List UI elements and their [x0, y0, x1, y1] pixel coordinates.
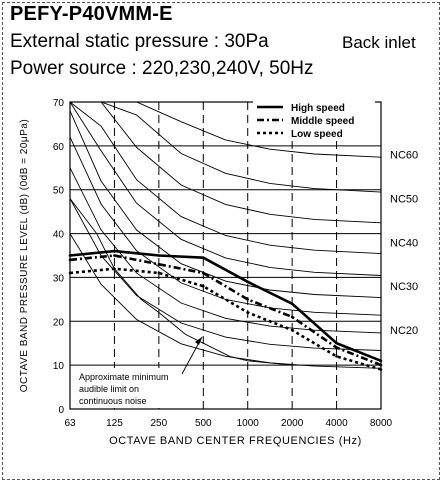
- inlet-text: Back inlet: [342, 33, 416, 52]
- model-title: PEFY-P40VMM-E: [10, 3, 173, 25]
- x-tick-label: 125: [106, 418, 123, 429]
- series-point: [379, 359, 383, 363]
- x-tick-label: 250: [151, 418, 168, 429]
- nc-curve: [69, 233, 382, 369]
- series-line: [69, 254, 382, 367]
- annotation-text: audible limit on: [79, 384, 139, 394]
- y-axis-label: OCTAVE BAND PRESSURE LEVEL (dB) (0dB = 2…: [19, 119, 30, 392]
- series-point: [246, 311, 250, 314]
- y-tick-label: 60: [53, 142, 65, 153]
- audible-limit-curve: [69, 198, 293, 366]
- y-tick-label: 70: [53, 98, 65, 109]
- series-point: [113, 249, 116, 253]
- x-tick-label: 8000: [370, 418, 393, 429]
- series-point: [290, 315, 294, 319]
- nc-label: NC40: [390, 237, 418, 249]
- legend-label: Middle speed: [291, 116, 354, 127]
- y-tick-label: 30: [53, 273, 65, 284]
- y-tick-label: 50: [53, 186, 65, 197]
- nc-curve: [70, 101, 382, 193]
- x-tick-label: 500: [195, 418, 212, 429]
- nc-label: NC20: [390, 325, 418, 337]
- series-point: [246, 280, 250, 284]
- series-point: [157, 254, 161, 257]
- series-point: [201, 284, 205, 288]
- series-point: [68, 254, 72, 257]
- series-point: [379, 363, 383, 367]
- x-tick-label: 1000: [237, 418, 260, 429]
- series-point: [335, 355, 338, 358]
- series-point: [290, 328, 294, 332]
- series-line: [69, 249, 382, 363]
- nc-label: NC30: [390, 281, 418, 293]
- nc-curve: [69, 198, 382, 351]
- series-line: [69, 267, 382, 371]
- nc-curve: [69, 136, 382, 316]
- pressure-text: External static pressure : 30Pa: [10, 31, 269, 52]
- frame-border: [2, 2, 440, 480]
- series-point: [68, 258, 72, 262]
- legend-label: Low speed: [291, 129, 343, 140]
- y-tick-label: 40: [53, 230, 65, 241]
- annotation-background: [74, 368, 184, 408]
- y-tick-label: 0: [58, 405, 64, 416]
- series-point: [157, 262, 161, 266]
- annotation-text: Approximate minimum: [79, 372, 169, 382]
- annotation-arrow-head: [195, 337, 202, 345]
- series-point: [290, 302, 294, 306]
- series-point: [246, 298, 250, 301]
- y-tick-label: 10: [53, 361, 65, 372]
- legend-label: High speed: [291, 103, 345, 114]
- series-point: [68, 271, 72, 275]
- series-point: [113, 254, 116, 257]
- annotation-note: Approximate minimum audible limit on conti…: [74, 368, 184, 408]
- x-tick-label: 4000: [325, 418, 348, 429]
- series-point: [113, 267, 116, 270]
- nc-curve: [69, 101, 382, 255]
- x-axis-label: OCTAVE BAND CENTER FREQUENCIES (Hz): [109, 435, 362, 447]
- series-point: [157, 271, 161, 275]
- nc-label: NC60: [390, 150, 418, 162]
- power-text: Power source : 220,230,240V, 50Hz: [10, 58, 314, 79]
- nc-curve: [69, 167, 382, 334]
- series-point: [201, 256, 205, 259]
- series-point: [335, 346, 338, 349]
- x-tick-label: 2000: [281, 418, 304, 429]
- series-point: [335, 341, 338, 345]
- annotation-text: continuous noise: [79, 396, 147, 406]
- y-tick-label: 20: [53, 317, 65, 328]
- x-tick-label: 63: [64, 418, 76, 429]
- series-point: [379, 368, 383, 371]
- nc-curve: [70, 101, 382, 224]
- nc-label: NC50: [390, 193, 418, 205]
- nc-curve: [69, 101, 382, 276]
- series-point: [201, 271, 205, 275]
